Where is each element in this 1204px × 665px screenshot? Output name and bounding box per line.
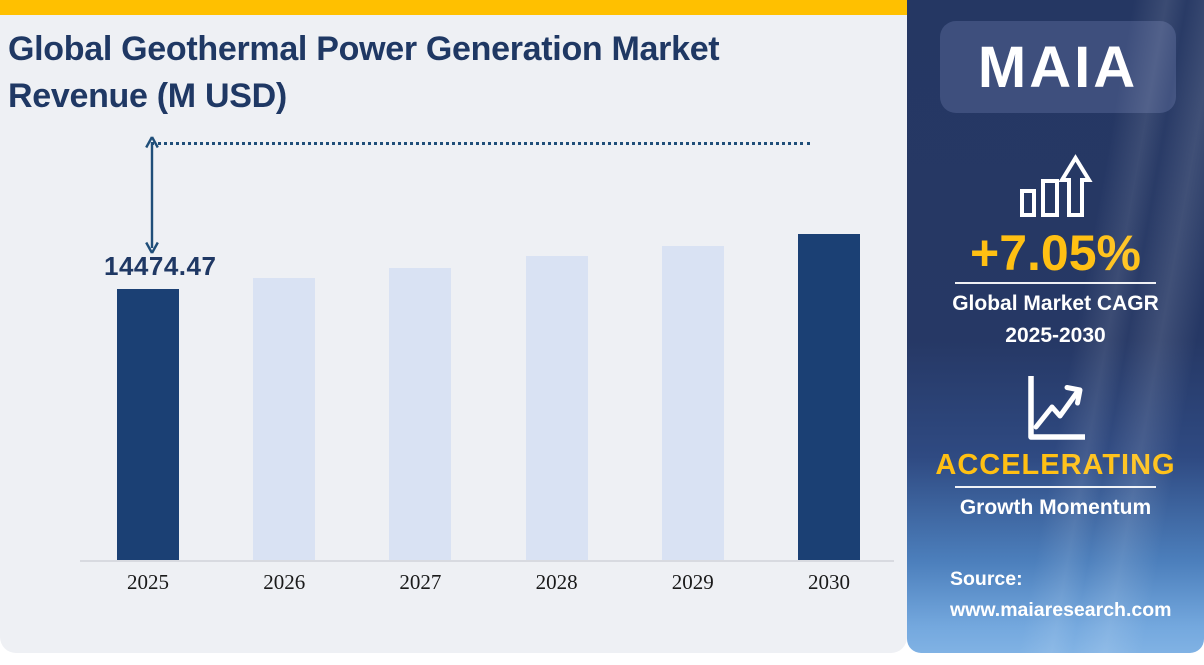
projection-dotted-line [151,142,810,145]
source-label: Source: [950,568,1023,590]
x-tick-2027: 2027 [399,570,442,594]
x-tick-2026: 2026 [263,570,306,594]
maia-logo-text: MAIA [977,34,1139,100]
bar-2028 [525,256,588,561]
cagr-label-line2: 2025-2030 [1005,323,1106,347]
bar-growth-arrow-icon [1019,154,1093,217]
divider-line [955,282,1156,284]
cagr-value: +7.05% [970,225,1141,281]
x-tick-2025: 2025 [127,570,169,594]
x-tick-2028: 2028 [535,570,578,594]
bar-2026 [253,278,316,561]
bar-2025 [117,289,179,561]
source-block: Source: www.maiaresearch.com [950,564,1171,626]
source-url: www.maiaresearch.com [950,598,1172,621]
x-tick-2029: 2029 [671,570,714,594]
maia-logo-badge: MAIA [940,21,1176,113]
momentum-label: Growth Momentum [959,496,1152,519]
line-chart-arrow-icon [1027,376,1085,440]
x-axis-labels: 2025 2026 2027 2028 2029 2030 [80,570,894,600]
momentum-value: ACCELERATING [935,449,1176,481]
value-label-2025: 14474.47 [104,251,217,281]
divider-line [955,486,1156,488]
bar-2030 [798,234,860,561]
double-arrow-icon [145,136,159,254]
chart-title: Global Geothermal Power Generation Marke… [8,30,720,115]
chart-panel: Global Geothermal Power Generation Marke… [0,0,907,653]
x-tick-2030: 2030 [808,570,850,594]
sidebar: MAIA +7.05% Global Market CAGR 2025-2030… [907,0,1204,653]
top-accent-bar [0,0,907,15]
x-axis-line [80,560,894,562]
plot-area [80,144,894,561]
cagr-label: Global Market CAGR 2025-2030 [907,288,1204,351]
cagr-label-line1: Global Market CAGR [952,292,1159,315]
bar-2027 [389,268,452,561]
bar-2029 [661,246,724,561]
